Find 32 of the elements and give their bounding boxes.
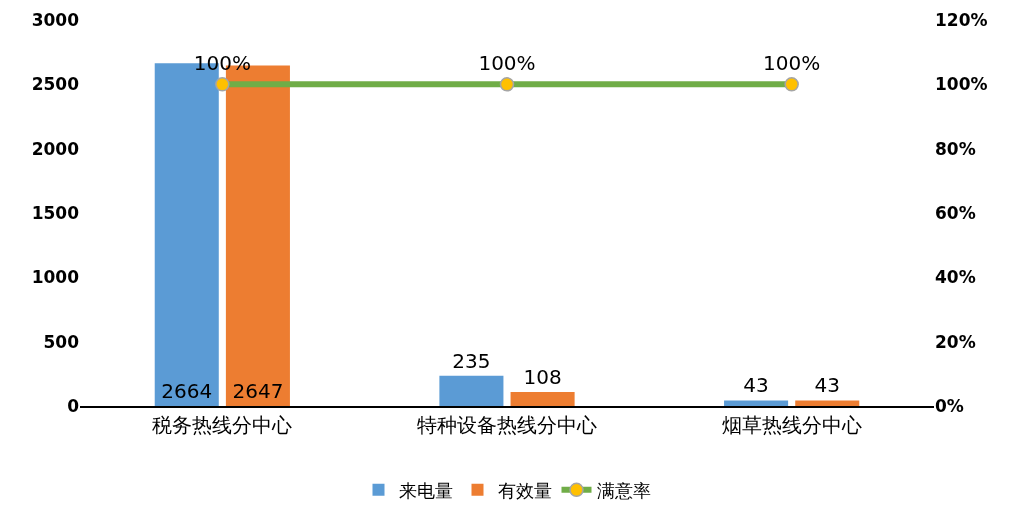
y2-tick-label: 120% — [935, 9, 988, 30]
data-label: 100% — [763, 51, 821, 76]
y-tick-label: 1000 — [31, 267, 80, 288]
data-label: 108 — [523, 365, 562, 390]
legend-label: 来电量 — [398, 479, 453, 501]
data-label: 43 — [814, 373, 840, 398]
legend-label: 满意率 — [596, 479, 651, 501]
data-label: 43 — [743, 373, 769, 398]
y-tick-label: 0 — [67, 395, 80, 416]
y-tick-label: 500 — [43, 331, 80, 352]
y-tick-label: 3000 — [31, 9, 80, 30]
y2-tick-label: 20% — [935, 331, 976, 352]
y-tick-label: 2000 — [31, 138, 80, 159]
x-tick-label: 烟草热线分中心 — [721, 412, 862, 437]
legend-label: 有效量 — [497, 479, 552, 501]
y2-tick-label: 100% — [935, 74, 988, 95]
y2-tick-label: 60% — [935, 202, 976, 223]
data-label: 2664 — [161, 379, 213, 403]
bar — [724, 400, 789, 406]
x-tick-label: 税务热线分中心 — [152, 412, 293, 437]
y-tick-label: 1500 — [31, 202, 80, 223]
data-label: 100% — [478, 51, 536, 76]
y-tick-label: 2500 — [31, 74, 80, 95]
x-tick-label: 特种设备热线分中心 — [417, 412, 597, 437]
bar — [439, 375, 504, 406]
y2-tick-label: 40% — [935, 267, 976, 288]
data-label: 235 — [452, 348, 491, 373]
y2-tick-label: 80% — [935, 138, 976, 159]
y2-tick-label: 0% — [935, 395, 964, 416]
data-label: 2647 — [232, 379, 284, 403]
bar — [510, 392, 575, 406]
bar — [795, 400, 860, 406]
